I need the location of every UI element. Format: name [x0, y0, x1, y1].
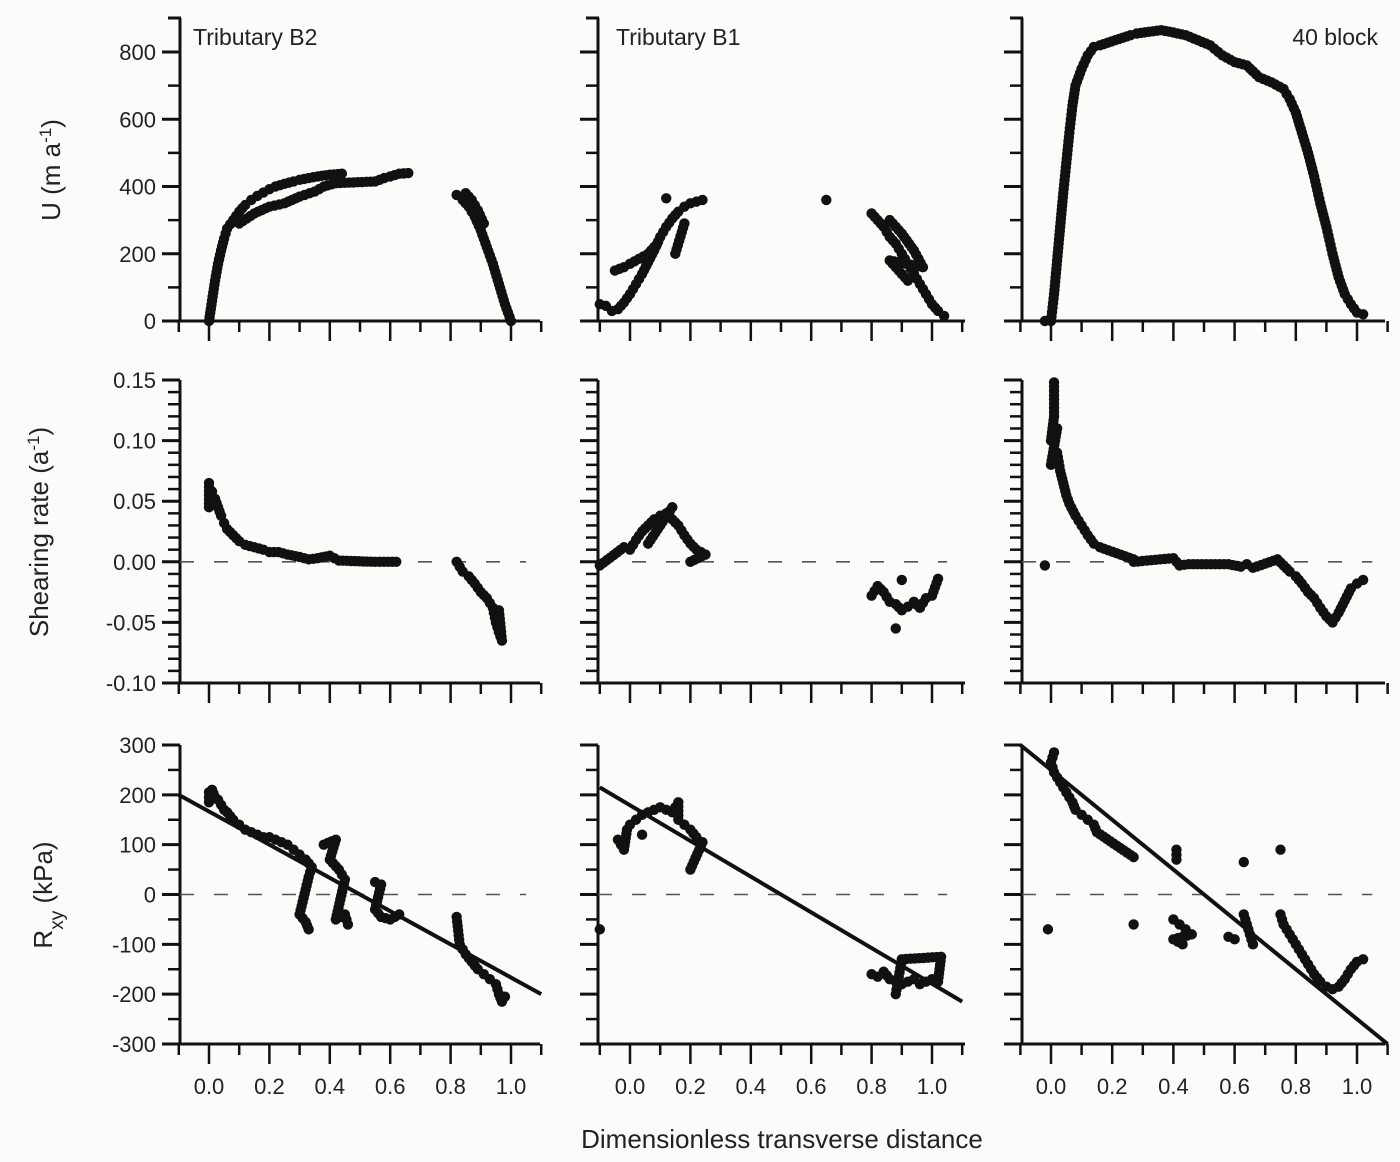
- y-tick-label: 300: [119, 733, 156, 758]
- panel-r0-c2: [1004, 16, 1389, 341]
- scatter-points: [1039, 24, 1369, 327]
- panel-r2-c1: 0.0 0.2 0.4 0.6 0.8 1.0: [580, 743, 965, 1099]
- panel-title-40-block: 40 block: [1292, 24, 1378, 50]
- panel-r0-c1: [580, 16, 965, 341]
- x-tick-label: 0.6: [796, 1074, 827, 1099]
- labels-layer: Tributary B2 Tributary B1 40 block Dimen…: [193, 24, 1378, 1154]
- y-tick-label: 400: [119, 175, 156, 200]
- axes-layer: 0200400600800-0.10-0.050.000.050.100.15-…: [106, 16, 1389, 1099]
- panel-r1-c0: -0.10 -0.05 0.00 0.05 0.10 0.15: [106, 368, 543, 703]
- x-tick-label: 0.0: [1036, 1074, 1067, 1099]
- scatter-points: [594, 193, 950, 322]
- x-tick-label: 0.8: [435, 1074, 466, 1099]
- scatter-points: [594, 502, 944, 634]
- scatter-points: [203, 167, 517, 327]
- panel-r2-c2: 0.0 0.2 0.4 0.6 0.8 1.0: [1004, 743, 1389, 1099]
- x-tick-label: 1.0: [496, 1074, 527, 1099]
- x-tick-label: 0.4: [1158, 1074, 1189, 1099]
- scatter-points: [203, 477, 508, 646]
- y-axis-title-row-0: U (m a-1): [36, 119, 67, 221]
- x-tick-label: 0.6: [1219, 1074, 1250, 1099]
- x-tick-label: 0.8: [1281, 1074, 1312, 1099]
- panel-r2-c0: -300 -200 -100 0 100 200 300 0.0 0.2 0.4 0.6 0.8 1.0: [112, 733, 543, 1099]
- points-layer: [203, 24, 1369, 1007]
- svg-text:Shearing rate (a-1): Shearing rate (a-1): [24, 427, 55, 637]
- scatter-points: [203, 784, 511, 1007]
- x-tick-label: 0.2: [1097, 1074, 1128, 1099]
- x-tick-label: 0.4: [736, 1074, 767, 1099]
- x-tick-label: 0.2: [675, 1074, 706, 1099]
- y-tick-label: 800: [119, 40, 156, 65]
- y-tick-label: 0: [144, 883, 156, 908]
- x-axis-title: Dimensionless transverse distance: [581, 1124, 983, 1154]
- scatter-points: [1039, 377, 1369, 628]
- y-tick-label: 0: [144, 309, 156, 334]
- x-tick-label: 0.0: [194, 1074, 225, 1099]
- y-axis-title-row-1: Shearing rate (a-1): [24, 427, 55, 637]
- y-tick-label: 0.15: [113, 368, 156, 393]
- panel-r0-c0: 0 200 400 600 800: [119, 16, 543, 341]
- panel-title-b1: Tributary B1: [616, 24, 740, 50]
- y-tick-label: 0.05: [113, 489, 156, 514]
- y-tick-label: 100: [119, 833, 156, 858]
- y-tick-label: -300: [112, 1032, 156, 1057]
- y-tick-label: 600: [119, 107, 156, 132]
- y-axis-title-row-2: Rxy (kPa): [28, 841, 68, 948]
- y-tick-label: 200: [119, 783, 156, 808]
- x-tick-label: 0.4: [315, 1074, 346, 1099]
- x-tick-label: 1.0: [917, 1074, 948, 1099]
- svg-text:Rxy (kPa): Rxy (kPa): [28, 841, 68, 948]
- panel-title-b2: Tributary B2: [193, 24, 317, 50]
- y-tick-label: 0.10: [113, 429, 156, 454]
- regression-line: [1019, 743, 1389, 1046]
- y-axis-titles: U (m a-1) Shearing rate (a-1) Rxy (kPa): [24, 119, 68, 948]
- x-tick-label: 1.0: [1342, 1074, 1373, 1099]
- scatter-points: [1042, 747, 1369, 995]
- y-tick-label: 0.00: [113, 550, 156, 575]
- scatter-points: [594, 797, 947, 1000]
- x-tick-label: 0.8: [856, 1074, 887, 1099]
- x-tick-label: 0.0: [615, 1074, 646, 1099]
- y-tick-label: -100: [112, 932, 156, 957]
- x-tick-label: 0.6: [375, 1074, 406, 1099]
- y-tick-label: -200: [112, 982, 156, 1007]
- panel-r1-c2: [1004, 378, 1389, 703]
- y-tick-label: -0.10: [106, 671, 156, 696]
- panel-r1-c1: [580, 378, 965, 703]
- x-tick-label: 0.2: [254, 1074, 285, 1099]
- y-tick-label: 200: [119, 242, 156, 267]
- y-tick-label: -0.05: [106, 610, 156, 635]
- svg-text:U (m a-1): U (m a-1): [36, 119, 67, 221]
